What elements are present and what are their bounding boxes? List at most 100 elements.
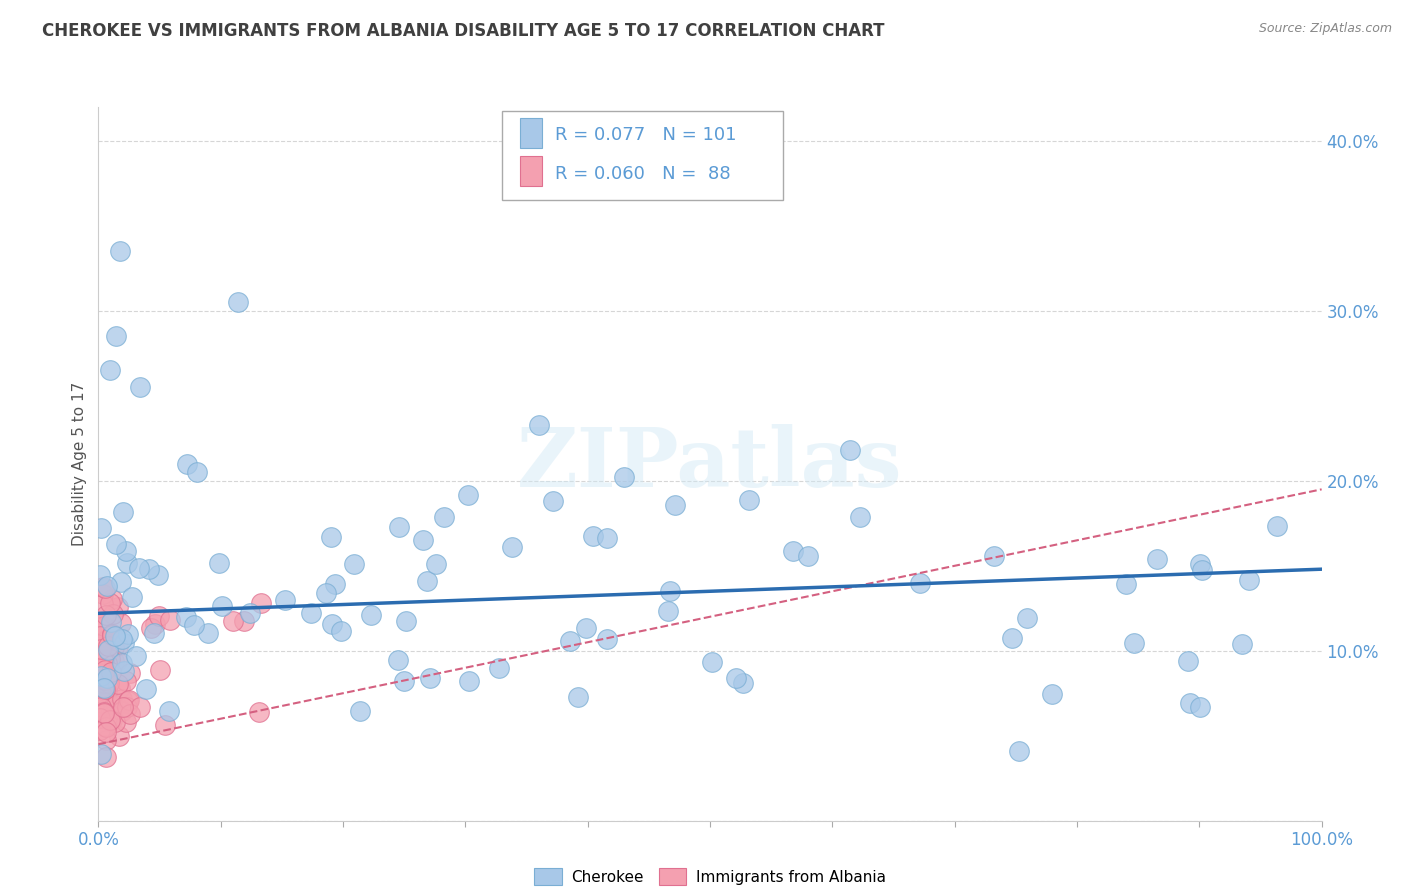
Point <box>1040 687 1063 701</box>
Point <box>90 669 112 683</box>
Point <box>103 654 125 668</box>
Point <box>117 692 139 706</box>
Point <box>115 556 138 570</box>
Point <box>388 519 411 533</box>
Point <box>1237 573 1260 587</box>
Point <box>89 686 111 700</box>
Point <box>93 706 115 720</box>
Point <box>91 587 114 601</box>
Point <box>94 720 117 734</box>
Point <box>97 637 120 651</box>
Point <box>101 699 124 714</box>
Point <box>100 665 122 679</box>
Point <box>343 557 366 571</box>
Point <box>90 521 112 535</box>
Point <box>488 661 510 675</box>
Point <box>93 705 115 719</box>
Point <box>118 707 141 722</box>
Point <box>93 619 115 633</box>
Point <box>157 704 180 718</box>
Point <box>250 596 273 610</box>
Point <box>664 498 686 512</box>
Point <box>96 671 118 685</box>
Point <box>110 615 132 630</box>
Point <box>247 705 270 719</box>
Point <box>186 466 208 480</box>
Point <box>782 543 804 558</box>
Point <box>96 750 118 764</box>
Point <box>738 492 761 507</box>
Point <box>96 579 118 593</box>
Point <box>117 627 139 641</box>
Point <box>110 574 132 589</box>
Point <box>103 640 125 654</box>
Point <box>93 681 115 695</box>
Point <box>222 615 245 629</box>
Point <box>1001 631 1024 645</box>
Point <box>1178 696 1201 710</box>
Point <box>108 681 131 695</box>
Text: R = 0.060   N =  88: R = 0.060 N = 88 <box>555 165 730 184</box>
Point <box>101 628 124 642</box>
Point <box>101 713 124 727</box>
Text: R = 0.077   N = 101: R = 0.077 N = 101 <box>555 126 737 145</box>
Point <box>387 653 409 667</box>
Y-axis label: Disability Age 5 to 17: Disability Age 5 to 17 <box>72 382 87 546</box>
Point <box>91 659 114 673</box>
Point <box>110 656 132 670</box>
Point <box>97 643 120 657</box>
Point <box>433 509 456 524</box>
Point <box>395 614 418 628</box>
Point <box>149 663 172 677</box>
Point <box>315 586 337 600</box>
Point <box>91 697 114 711</box>
Point <box>839 443 862 458</box>
Point <box>659 584 682 599</box>
Point <box>114 544 136 558</box>
Point <box>725 671 748 685</box>
Point <box>299 607 322 621</box>
Point <box>596 532 619 546</box>
Legend: Cherokee, Immigrants from Albania: Cherokee, Immigrants from Albania <box>529 862 891 891</box>
Point <box>107 639 129 653</box>
Point <box>104 715 127 730</box>
Point <box>94 719 117 733</box>
Point <box>115 714 138 729</box>
Point <box>98 363 121 377</box>
Point <box>96 685 118 699</box>
Point <box>582 529 605 543</box>
Point <box>89 723 111 738</box>
Point <box>89 629 111 643</box>
Point <box>1017 611 1039 625</box>
Point <box>232 614 254 628</box>
Point <box>129 700 152 714</box>
Point <box>139 621 162 635</box>
Point <box>153 718 176 732</box>
Point <box>1189 700 1212 714</box>
Point <box>89 568 111 582</box>
Point <box>96 657 118 672</box>
Point <box>91 581 114 595</box>
Point <box>1188 557 1211 571</box>
Point <box>228 295 250 310</box>
Point <box>90 680 112 694</box>
Point <box>558 633 581 648</box>
Bar <box>520 118 543 148</box>
Point <box>239 606 262 620</box>
Point <box>321 530 343 544</box>
Point <box>90 655 112 669</box>
Point <box>1265 519 1288 533</box>
Point <box>412 533 434 547</box>
Point <box>657 604 679 618</box>
Point <box>117 693 139 707</box>
Point <box>98 652 121 666</box>
Point <box>101 627 124 641</box>
Point <box>176 610 198 624</box>
Point <box>94 581 117 595</box>
Point <box>90 747 112 762</box>
Point <box>128 561 150 575</box>
Point <box>849 509 872 524</box>
Point <box>100 708 122 723</box>
Point <box>94 663 117 677</box>
Point <box>273 592 295 607</box>
